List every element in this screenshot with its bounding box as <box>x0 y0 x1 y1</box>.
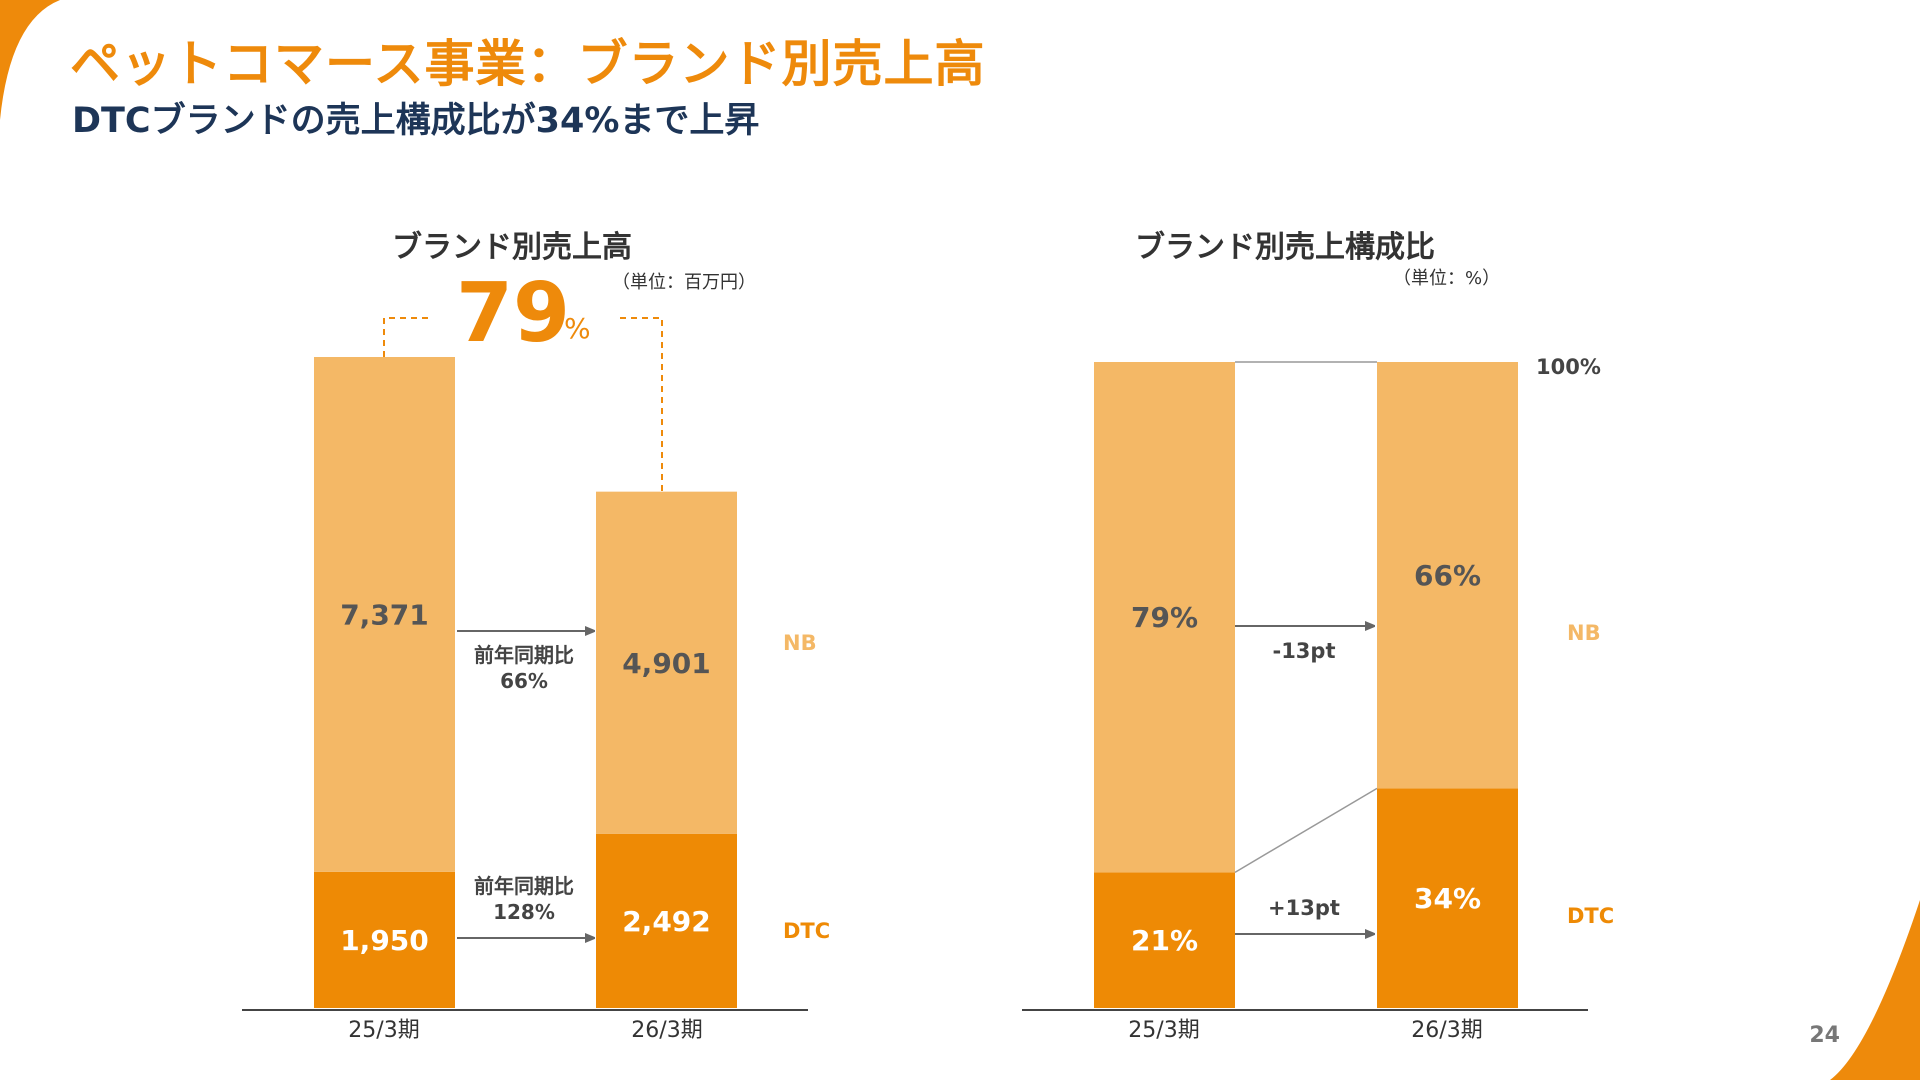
dtc-share-change: +13pt <box>1268 896 1340 920</box>
right-top-label: 100% <box>1536 355 1601 379</box>
right-chart-bars: 21% 79% 34% 66% <box>1094 361 1518 1008</box>
nb-share-change: -13pt <box>1272 639 1335 663</box>
right-x-tick-label: 25/3期 <box>1128 1018 1199 1043</box>
data-label-dtc: 21% <box>1131 924 1198 957</box>
left-legend-dtc: DTC <box>783 919 830 943</box>
connector-line-dtc <box>1234 787 1378 873</box>
data-label-dtc: 34% <box>1414 882 1481 915</box>
bar-nb <box>596 491 737 834</box>
bar-dtc <box>314 871 455 1008</box>
data-label-dtc: 1,950 <box>340 924 429 957</box>
callout-unit: % <box>564 312 591 345</box>
left-chart-bars: 1,950 7,371 2,492 4,901 <box>314 357 737 1008</box>
page-number: 24 <box>1809 1023 1840 1048</box>
callout-bracket-right <box>620 317 663 492</box>
bar-nb <box>314 357 455 872</box>
top-left-corner-decoration <box>0 0 60 120</box>
left-chart-unit: （単位：百万円） <box>612 272 756 293</box>
left-x-tick-label: 25/3期 <box>348 1018 419 1043</box>
bar-dtc <box>1094 872 1235 1008</box>
nb-growth-value: 66% <box>500 669 548 693</box>
data-label-dtc: 2,492 <box>622 905 711 938</box>
left-x-tick-label: 26/3期 <box>631 1018 702 1043</box>
left-legend-nb: NB <box>783 631 817 655</box>
page-title: ペットコマース事業：ブランド別売上高 <box>70 35 986 93</box>
right-legend-dtc: DTC <box>1567 904 1614 928</box>
nb-growth-label: 前年同期比 <box>474 643 574 667</box>
callout-value: 79 <box>456 266 570 361</box>
page-subtitle: DTCブランドの売上構成比が34%まで上昇 <box>72 101 760 141</box>
bar-nb <box>1377 362 1518 789</box>
left-chart-title: ブランド別売上高 <box>392 230 632 265</box>
data-label-nb: 79% <box>1131 601 1198 634</box>
bottom-right-corner-decoration <box>1830 900 1920 1080</box>
dtc-growth-value: 128% <box>493 900 555 924</box>
data-label-nb: 7,371 <box>340 598 429 631</box>
right-legend-nb: NB <box>1567 621 1601 645</box>
callout-bracket-left <box>383 317 432 357</box>
right-chart-unit: （単位：%） <box>1393 268 1501 289</box>
data-label-nb: 66% <box>1414 559 1481 592</box>
dtc-growth-label: 前年同期比 <box>474 874 574 898</box>
data-label-nb: 4,901 <box>622 647 711 680</box>
right-x-tick-label: 26/3期 <box>1411 1018 1482 1043</box>
bar-dtc <box>1377 788 1518 1008</box>
bar-dtc <box>596 833 737 1008</box>
bar-nb <box>1094 362 1235 873</box>
right-chart-title: ブランド別売上構成比 <box>1135 230 1435 265</box>
